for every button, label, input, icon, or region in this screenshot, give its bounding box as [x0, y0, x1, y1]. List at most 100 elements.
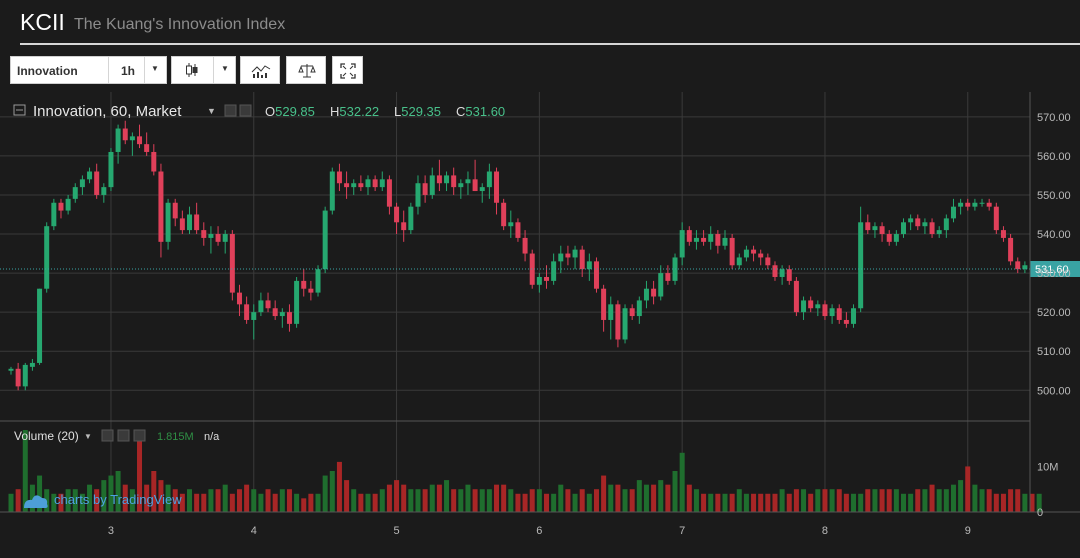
volume-bar [236, 489, 242, 512]
volume-menu-icon[interactable]: ▼ [84, 432, 92, 441]
volume-bar [436, 484, 442, 512]
candle-body [286, 312, 292, 324]
candle-body [394, 206, 400, 223]
volume-bar [572, 493, 578, 512]
candle-body [408, 206, 414, 231]
cloud-icon [24, 495, 48, 508]
candle-body [151, 151, 157, 172]
volume-bar [972, 484, 978, 512]
candle-body [79, 179, 85, 188]
candle-body [122, 128, 128, 141]
collapse-icon[interactable] [13, 104, 26, 116]
candle-body [301, 280, 307, 289]
volume-bar [579, 489, 585, 512]
volume-bar [758, 493, 764, 512]
volume-bar [115, 471, 121, 512]
interval-select[interactable]: 1h [121, 64, 136, 78]
symbol-input[interactable]: Innovation [17, 64, 78, 78]
volume-settings-icon[interactable] [117, 429, 130, 442]
candle-body [636, 300, 642, 317]
candle-body [215, 234, 221, 242]
interval-dropdown-icon[interactable]: ▼ [151, 64, 159, 73]
volume-bar [893, 489, 899, 512]
candle-body [465, 179, 471, 184]
candle-body [22, 364, 28, 387]
candle-body [401, 222, 407, 231]
volume-title[interactable]: Volume (20) [14, 429, 79, 443]
candle-body [8, 368, 14, 371]
candle-body [972, 202, 978, 207]
candle-body [422, 183, 428, 195]
volume-close-icon[interactable] [133, 429, 146, 442]
volume-bar [58, 493, 64, 512]
compare-button[interactable] [286, 56, 326, 84]
close-value: 531.60 [465, 104, 505, 119]
candle-body [886, 234, 892, 242]
volume-bar [908, 493, 914, 512]
candle-body [415, 183, 421, 207]
volume-bar [151, 471, 157, 512]
open-value: 529.85 [275, 104, 315, 119]
volume-eye-icon[interactable] [101, 429, 114, 442]
volume-bar [8, 493, 14, 512]
candle-body [851, 308, 857, 324]
volume-bar [872, 489, 878, 512]
candle-body [715, 234, 721, 246]
candle-body [179, 218, 185, 231]
volume-tick-label: 10M [1037, 461, 1058, 473]
series-menu-icon[interactable]: ▼ [207, 106, 216, 116]
volume-axis: 10M 0 [1037, 461, 1058, 519]
volume-bar [272, 493, 278, 512]
volume-bar [279, 489, 285, 512]
candle-body [658, 273, 664, 297]
symbol-interval-box: Innovation 1h ▼ [10, 56, 167, 84]
candle-body [872, 226, 878, 231]
volume-bar [486, 489, 492, 512]
volume-bar [215, 489, 221, 512]
volume-bar [208, 489, 214, 512]
eye-icon[interactable] [224, 104, 237, 117]
indicators-button[interactable] [240, 56, 280, 84]
volume-bar [429, 484, 435, 512]
candle-body [479, 187, 485, 192]
candle-body [786, 269, 792, 281]
volume-bar [950, 484, 956, 512]
candle-body [529, 253, 535, 285]
candle-body [144, 144, 150, 152]
candle-body [1000, 230, 1006, 238]
volume-bar [72, 489, 78, 512]
chart-style-dropdown-icon[interactable]: ▼ [221, 64, 229, 73]
app-subtitle: The Kuang's Innovation Index [74, 16, 286, 33]
candle-body [701, 237, 707, 242]
volume-bar [736, 489, 742, 512]
volume-bar [144, 484, 150, 512]
candle-body [815, 304, 821, 309]
series-title[interactable]: Innovation, 60, Market [33, 103, 182, 120]
candle-body [551, 261, 557, 281]
candle-body [536, 276, 542, 285]
volume-bar [793, 489, 799, 512]
fullscreen-button[interactable] [332, 56, 363, 84]
candle-body [429, 175, 435, 195]
settings-icon[interactable] [239, 104, 252, 117]
volume-bar [1000, 493, 1006, 512]
price-chart[interactable]: 531.60 570.00 560.00 550.00 540.00 530.00 520… [0, 92, 1080, 536]
price-tick-label: 550.00 [1037, 190, 1071, 202]
candle-body [601, 288, 607, 320]
scales-icon [298, 64, 316, 78]
candles-icon[interactable] [184, 62, 200, 78]
watermark-text[interactable]: charts by TradingView [54, 492, 182, 507]
candle-body [822, 304, 828, 317]
volume-bar [743, 493, 749, 512]
volume-bar [94, 489, 100, 512]
candle-body [908, 218, 914, 223]
candle-body [586, 261, 592, 270]
candle-body [893, 234, 899, 242]
volume-bar [551, 493, 557, 512]
fullscreen-icon [340, 63, 356, 79]
volume-bar [158, 480, 164, 512]
tradingview-watermark[interactable]: charts by TradingView [24, 492, 182, 508]
volume-bar [501, 484, 507, 512]
time-tick-label: 8 [822, 525, 828, 536]
candle-body [936, 230, 942, 235]
